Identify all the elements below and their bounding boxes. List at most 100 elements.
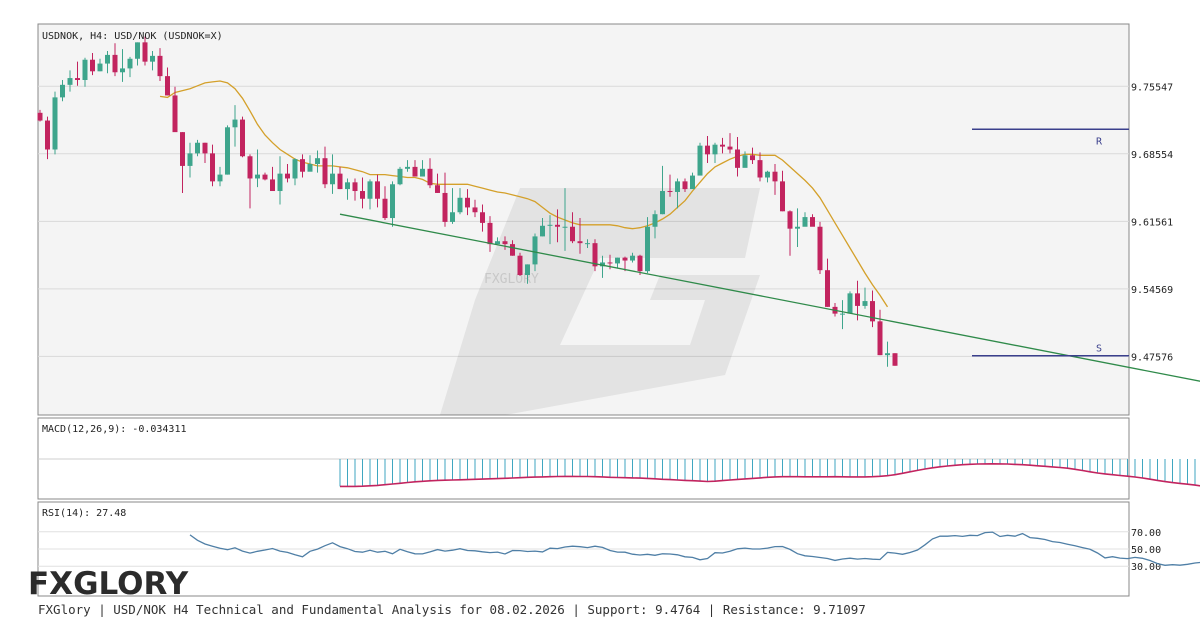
candle-body bbox=[420, 168, 425, 177]
candle-body bbox=[127, 58, 133, 69]
candle-body bbox=[787, 211, 793, 229]
candle-body bbox=[150, 55, 155, 62]
footer-caption: FXGlory | USD/NOK H4 Technical and Funda… bbox=[38, 602, 866, 617]
candle bbox=[277, 156, 283, 205]
candle-body bbox=[390, 184, 395, 219]
candle-body bbox=[502, 241, 508, 245]
candle-body bbox=[120, 68, 125, 73]
candle-body bbox=[637, 255, 643, 272]
candle-body bbox=[90, 59, 95, 72]
candle bbox=[210, 144, 215, 187]
candle bbox=[855, 280, 860, 321]
candle-body bbox=[517, 255, 523, 276]
candle-body bbox=[247, 156, 253, 179]
watermark bbox=[440, 188, 760, 415]
candle bbox=[292, 158, 298, 186]
candle-body bbox=[330, 173, 335, 185]
candle bbox=[202, 142, 208, 164]
candle bbox=[472, 199, 478, 218]
candle bbox=[592, 239, 598, 272]
rsi-level-label: 30.00 bbox=[1131, 562, 1161, 573]
candle bbox=[150, 51, 155, 71]
resistance-label: R bbox=[1096, 136, 1103, 147]
candle-body bbox=[487, 222, 493, 245]
candle-body bbox=[847, 293, 853, 314]
candle-body bbox=[892, 353, 898, 366]
candle-body bbox=[720, 144, 725, 147]
candle bbox=[412, 160, 418, 177]
candle-body bbox=[532, 236, 538, 265]
candle-body bbox=[855, 293, 860, 306]
rsi-line bbox=[189, 531, 1200, 566]
candle-body bbox=[817, 226, 823, 271]
candle bbox=[457, 188, 463, 215]
price-tick-label: 9.47576 bbox=[1131, 352, 1173, 363]
candle-body bbox=[97, 63, 103, 72]
candle bbox=[765, 170, 770, 183]
candle-body bbox=[382, 198, 388, 219]
candle-body bbox=[375, 181, 380, 199]
candle bbox=[870, 290, 875, 328]
candle bbox=[780, 170, 785, 212]
candle bbox=[862, 287, 868, 309]
candle bbox=[622, 256, 628, 272]
price-panel-frame bbox=[37, 23, 1130, 416]
candle bbox=[157, 48, 163, 81]
candle bbox=[772, 163, 778, 195]
candle bbox=[570, 212, 575, 244]
candle-body bbox=[570, 226, 575, 242]
price-tick-label: 9.54569 bbox=[1131, 285, 1173, 296]
candle-body bbox=[682, 181, 688, 190]
candle-body bbox=[195, 142, 200, 154]
candle bbox=[112, 43, 118, 77]
candle-body bbox=[217, 174, 223, 182]
candle-body bbox=[292, 159, 298, 179]
candle bbox=[825, 258, 830, 307]
chart-title: USDNOK, H4: USD/NOK (USDNOK=X) bbox=[42, 31, 223, 42]
candle-body bbox=[232, 119, 238, 128]
candle-body bbox=[562, 226, 568, 228]
candle-body bbox=[367, 181, 373, 199]
candle-body bbox=[697, 145, 703, 176]
candle-body bbox=[585, 243, 590, 245]
candle-body bbox=[60, 84, 65, 98]
candle-body bbox=[165, 76, 170, 96]
candle bbox=[600, 255, 605, 278]
candle-body bbox=[37, 112, 43, 121]
candle bbox=[735, 136, 740, 177]
candle-body bbox=[202, 142, 208, 154]
price-tick-label: 9.68554 bbox=[1131, 150, 1173, 161]
candle-body bbox=[525, 264, 530, 276]
candle-body bbox=[465, 197, 470, 208]
candle-body bbox=[757, 160, 763, 178]
candle-body bbox=[300, 159, 305, 172]
candle bbox=[127, 56, 133, 78]
candle-body bbox=[667, 191, 673, 193]
watermark-logo-shape bbox=[440, 188, 760, 415]
candles-layer bbox=[37, 36, 898, 367]
candle bbox=[322, 146, 328, 189]
candle bbox=[705, 135, 710, 164]
candle bbox=[217, 166, 223, 187]
candle-body bbox=[877, 321, 883, 356]
candle bbox=[742, 151, 748, 168]
candle-body bbox=[885, 353, 890, 356]
candle bbox=[300, 154, 305, 178]
candle bbox=[97, 58, 103, 72]
candle bbox=[480, 204, 485, 232]
candle-body bbox=[277, 173, 283, 192]
candle-body bbox=[727, 146, 733, 150]
candle bbox=[390, 181, 395, 227]
candle-body bbox=[510, 244, 515, 256]
candle-body bbox=[360, 191, 365, 199]
candle-body bbox=[795, 226, 800, 229]
candle-body bbox=[540, 225, 545, 237]
candle-body bbox=[480, 212, 485, 223]
candle-body bbox=[630, 255, 635, 261]
candle-body bbox=[577, 241, 583, 244]
candle bbox=[307, 155, 313, 172]
candle-body bbox=[712, 144, 718, 155]
candle bbox=[405, 160, 410, 172]
candle-body bbox=[210, 153, 215, 182]
watermark-text: FXGLORY bbox=[484, 272, 539, 287]
